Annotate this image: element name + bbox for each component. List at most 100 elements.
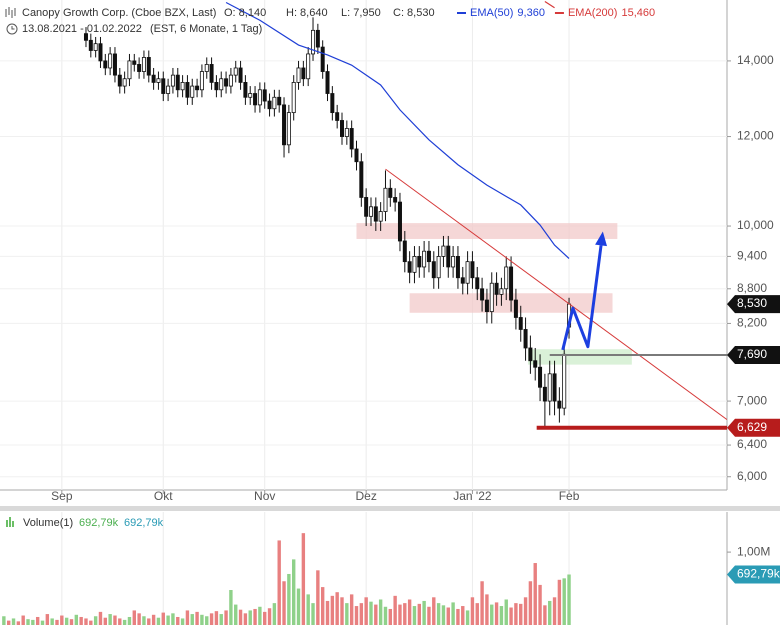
volume-bar: [364, 597, 368, 625]
candle-body: [262, 89, 267, 102]
candle-body: [354, 148, 359, 163]
x-tick-label: Dez: [355, 489, 376, 503]
level-label: 7,690: [737, 347, 767, 361]
volume-bar: [137, 613, 141, 625]
legend-value: 9,360: [517, 7, 545, 19]
last-volume-box: [727, 565, 780, 584]
candle-body: [112, 53, 117, 76]
candle-body: [402, 240, 407, 263]
candle-body: [513, 299, 518, 318]
candle-body: [108, 53, 113, 69]
candle-body: [166, 85, 171, 94]
candle-body: [383, 187, 388, 212]
volume-bar: [490, 604, 494, 625]
x-tick-label: Nov: [254, 489, 275, 503]
panel-separator: [0, 506, 780, 511]
candle-body: [378, 211, 383, 222]
volume-bar: [64, 617, 69, 625]
last-price-label: 8,530: [737, 296, 767, 310]
candle-body: [359, 161, 364, 198]
volume-bar: [103, 617, 108, 625]
candle-body: [533, 360, 538, 368]
volume-bar: [132, 610, 136, 625]
candle-body: [441, 245, 446, 257]
volume-bar: [6, 620, 11, 625]
candle-body: [228, 74, 233, 87]
candle-body: [484, 299, 489, 313]
volume-bar: [393, 595, 397, 625]
candle-body: [282, 104, 287, 146]
volume-bar: [161, 612, 165, 625]
volume-bar: [436, 603, 441, 625]
candle-body: [272, 96, 277, 110]
candle-body: [117, 74, 122, 87]
candle-body: [552, 373, 557, 402]
volume-bar: [282, 581, 286, 625]
volume-bar: [369, 601, 373, 625]
volume-bar: [509, 607, 513, 625]
y-tick-label: 6,000: [737, 469, 767, 483]
volume-bar: [528, 581, 533, 625]
volume-bar: [552, 597, 557, 625]
volume-bar: [214, 611, 219, 625]
y-tick-label: 1,00M: [737, 544, 770, 558]
volume-bar: [166, 615, 170, 625]
volume-bar: [60, 615, 64, 625]
volume-bar: [113, 615, 117, 625]
volume-bar: [388, 608, 393, 625]
candle-body: [83, 33, 88, 41]
volume-bar: [485, 594, 489, 625]
volume-bar: [277, 540, 281, 625]
volume-bar: [480, 581, 484, 625]
candle-body: [340, 120, 345, 137]
candle-body: [248, 93, 253, 98]
volume-bar: [291, 559, 296, 625]
ohlc-low: L: 7,950: [341, 7, 381, 19]
ema-line: [225, 1, 570, 259]
volume-bar: [470, 597, 475, 625]
volume-bar: [267, 608, 272, 625]
candle-body: [562, 353, 567, 409]
candle-body: [465, 261, 470, 284]
volume-legend: Volume(1): [23, 517, 73, 529]
x-tick-label: Sep: [51, 489, 73, 503]
volume-bar: [2, 616, 6, 625]
candle-body: [132, 60, 137, 65]
volume-bar: [374, 604, 378, 625]
x-tick-label: Jan '22: [453, 489, 492, 503]
candle-body: [185, 82, 190, 98]
candle-body: [238, 67, 243, 83]
candle-body: [306, 53, 311, 80]
volume-bar: [475, 603, 479, 625]
candle-body: [518, 317, 523, 330]
candle-body: [335, 112, 340, 121]
period-settings: (EST, 6 Monate, 1 Tag): [150, 23, 262, 35]
arrow: [561, 245, 603, 351]
volume-bar: [345, 603, 349, 625]
volume-bar: [465, 610, 470, 625]
volume-bar: [248, 610, 252, 625]
candle-body: [93, 43, 98, 51]
volume-bar: [446, 607, 450, 625]
plot-area: [83, 1, 727, 430]
volume-bar: [306, 594, 310, 625]
volume-bar: [403, 603, 407, 625]
volume-bar: [325, 600, 330, 625]
volume-bar: [451, 602, 455, 625]
volume-bar: [50, 618, 54, 625]
header: Canopy Growth Corp. (Cboe BZX, Last) O: …: [5, 7, 655, 529]
volume-bar: [543, 605, 547, 625]
volume-bar: [219, 614, 223, 625]
volume-bar: [417, 603, 421, 625]
candle-body: [344, 128, 349, 137]
candle-body: [426, 250, 431, 263]
y-tick-label: 6,400: [737, 437, 767, 451]
candle-body: [141, 57, 146, 72]
trendline: [385, 168, 727, 421]
volume-bar: [383, 606, 388, 625]
volume-bar: [296, 588, 301, 625]
legend-name: EMA(200): [568, 7, 618, 19]
candle-body: [137, 64, 142, 72]
volume-bar: [229, 590, 233, 625]
